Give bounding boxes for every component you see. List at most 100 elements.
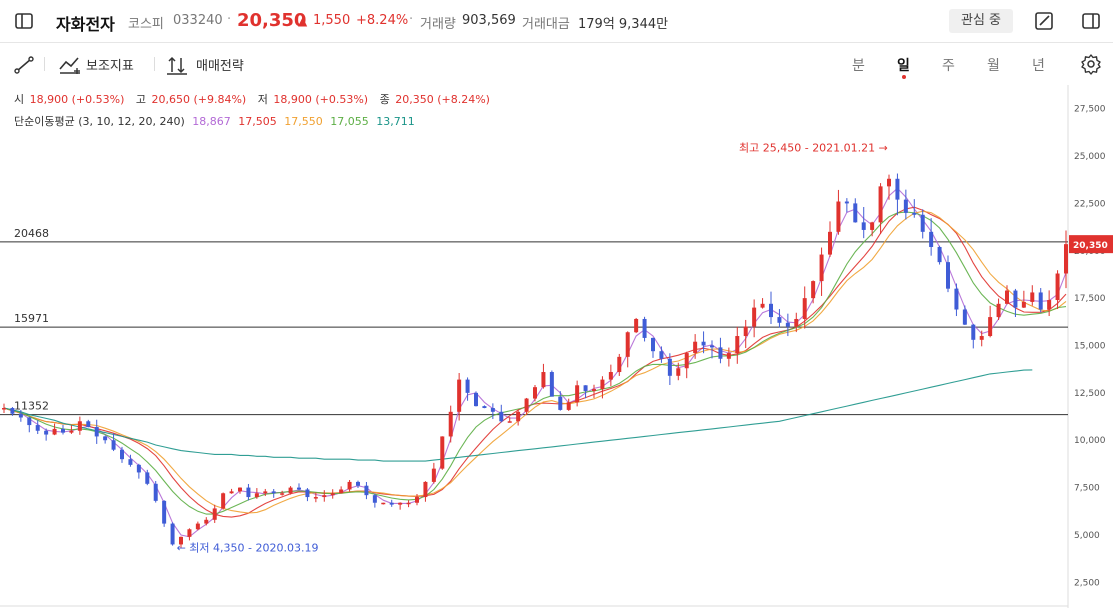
candle xyxy=(743,326,748,337)
candle xyxy=(313,497,318,499)
ma-value-10: 17,505 xyxy=(238,115,277,128)
candle xyxy=(769,303,773,318)
moving-average-legend: 단순이동평균 (3, 10, 12, 20, 240) 18,867 17,50… xyxy=(14,113,419,129)
edit-icon[interactable] xyxy=(1032,9,1056,33)
ma-value-12: 17,550 xyxy=(284,115,323,128)
candle xyxy=(389,502,394,505)
candle xyxy=(600,379,605,390)
candle xyxy=(710,345,714,348)
candle xyxy=(111,440,116,450)
y-tick-label: 27,500 xyxy=(1074,105,1106,115)
candle xyxy=(1013,290,1018,308)
close-label: 종 xyxy=(379,93,390,106)
stock-code: 033240 xyxy=(173,13,223,28)
candle xyxy=(903,199,908,213)
y-tick-label: 2,500 xyxy=(1074,578,1100,588)
candle xyxy=(187,529,192,537)
candle xyxy=(254,493,259,498)
close-value: 20,350 (+8.24%) xyxy=(395,93,490,106)
candle xyxy=(507,421,512,423)
candle xyxy=(27,417,32,426)
candle xyxy=(912,212,917,215)
candle xyxy=(246,487,251,498)
candle xyxy=(1005,290,1009,304)
price-change: 1,550 xyxy=(313,13,351,28)
period-day[interactable]: 일 xyxy=(897,58,910,74)
panel-toggle-icon[interactable] xyxy=(1079,9,1103,33)
candle xyxy=(10,408,15,414)
candle xyxy=(541,372,546,388)
volume-value: 903,569 xyxy=(462,13,516,28)
candle xyxy=(701,341,706,346)
candle xyxy=(718,347,723,359)
candle xyxy=(77,421,82,431)
candle xyxy=(853,203,858,223)
favorite-button[interactable]: 관심 중 xyxy=(949,9,1013,33)
current-price: 20,350 xyxy=(237,10,307,31)
strategy-icon[interactable] xyxy=(166,54,188,80)
candle xyxy=(1047,300,1052,310)
candle xyxy=(94,426,99,437)
draw-line-icon[interactable] xyxy=(13,54,35,80)
candle xyxy=(937,246,942,263)
separator-dot: · xyxy=(227,12,232,27)
price-change-percent: +8.24% xyxy=(356,13,409,28)
period-month[interactable]: 월 xyxy=(987,58,1000,74)
candle xyxy=(128,459,133,465)
low-value: 18,900 (+0.53%) xyxy=(273,93,369,106)
candle xyxy=(474,392,478,407)
candle xyxy=(136,464,141,473)
candle xyxy=(962,309,967,325)
low-annotation: ← 최저 4,350 - 2020.03.19 xyxy=(177,541,319,554)
candle xyxy=(103,436,108,441)
candle xyxy=(617,356,622,373)
candle xyxy=(566,402,571,410)
y-tick-label: 12,500 xyxy=(1074,389,1106,399)
high-label: 고 xyxy=(135,93,146,106)
candle xyxy=(667,358,672,376)
candle xyxy=(2,408,6,410)
candle xyxy=(726,353,731,359)
period-week[interactable]: 주 xyxy=(942,58,955,74)
candle xyxy=(195,523,200,530)
candle xyxy=(836,201,841,232)
horizontal-line-label: 11352 xyxy=(14,400,49,413)
candle xyxy=(145,472,150,484)
horizontal-line-label: 15971 xyxy=(14,312,49,325)
open-value: 18,900 (+0.53%) xyxy=(29,93,125,106)
candle xyxy=(322,495,327,498)
period-year[interactable]: 년 xyxy=(1032,58,1045,74)
candle xyxy=(524,398,529,412)
candle xyxy=(1021,301,1026,308)
candle xyxy=(971,324,976,340)
candle xyxy=(179,536,183,545)
strategy-button[interactable]: 매매전략 xyxy=(196,59,244,74)
indicator-button[interactable]: 보조지표 xyxy=(86,59,134,74)
y-tick-label: 25,000 xyxy=(1074,152,1106,162)
high-annotation: 최고 25,450 - 2021.01.21 → xyxy=(739,142,888,155)
candle xyxy=(212,508,217,520)
candle xyxy=(558,396,563,410)
candle xyxy=(356,481,360,486)
sidebar-toggle-icon[interactable] xyxy=(12,9,36,33)
candle xyxy=(162,500,167,524)
candle xyxy=(794,318,799,327)
candle xyxy=(1055,273,1060,301)
candle xyxy=(887,178,891,187)
candle xyxy=(423,481,428,498)
candle xyxy=(61,428,65,433)
candle xyxy=(86,421,91,427)
volume-label: 거래량 xyxy=(420,17,456,32)
price-chart[interactable]: 27,50025,00022,50020,00017,50015,00012,5… xyxy=(0,85,1113,608)
candle xyxy=(482,406,487,409)
horizontal-line-label: 20468 xyxy=(14,227,49,240)
y-tick-label: 10,000 xyxy=(1074,436,1106,446)
period-minute[interactable]: 분 xyxy=(852,58,865,74)
candle xyxy=(330,493,335,496)
indicator-icon[interactable] xyxy=(58,54,82,80)
candle xyxy=(398,502,403,505)
candle xyxy=(861,222,866,230)
candle xyxy=(204,519,209,524)
candle xyxy=(1064,244,1068,274)
settings-gear-icon[interactable] xyxy=(1080,53,1102,79)
